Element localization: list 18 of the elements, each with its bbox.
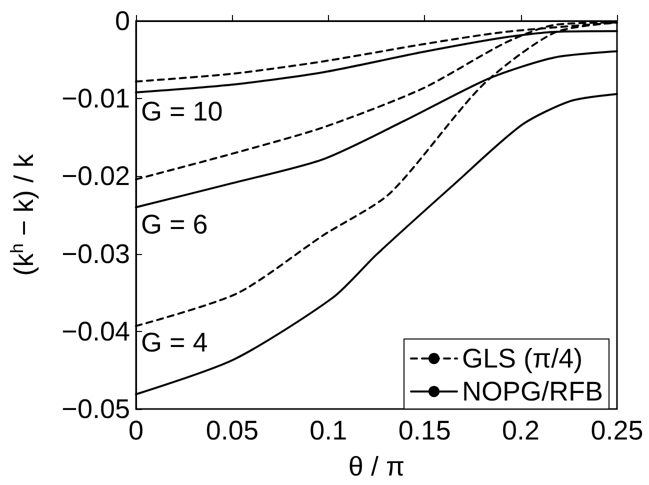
y-axis-title: (kh − k) / k [7, 154, 39, 276]
legend-label: GLS (π/4) [462, 344, 583, 374]
annotation: G = 10 [141, 96, 223, 126]
annotation: G = 4 [141, 328, 208, 358]
x-tick-label: 0.15 [398, 416, 451, 446]
y-tick-label: −0.05 [62, 394, 130, 424]
x-tick-label: 0.2 [502, 416, 540, 446]
x-tick-label: 0.25 [590, 416, 644, 446]
y-tick-label: 0 [114, 6, 130, 36]
y-tick-label: −0.02 [62, 161, 130, 192]
y-tick-label: −0.01 [62, 84, 130, 114]
y-tick-label: −0.03 [62, 238, 130, 269]
annotation: G = 6 [141, 210, 208, 240]
x-axis-title: θ / π [348, 452, 405, 482]
y-tick-label: −0.04 [62, 316, 130, 346]
x-tick-label: 0.1 [310, 416, 348, 446]
legend-label: NOPG/RFB [462, 376, 604, 406]
x-tick-label: 0.05 [206, 416, 258, 446]
